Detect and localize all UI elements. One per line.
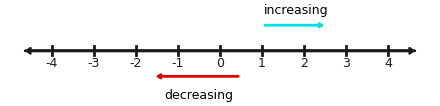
Text: -2: -2 bbox=[130, 57, 142, 70]
Text: decreasing: decreasing bbox=[165, 89, 234, 102]
Text: 3: 3 bbox=[342, 57, 350, 70]
Text: 2: 2 bbox=[300, 57, 308, 70]
Text: -1: -1 bbox=[172, 57, 184, 70]
Text: 4: 4 bbox=[384, 57, 392, 70]
Text: 0: 0 bbox=[216, 57, 224, 70]
Text: 1: 1 bbox=[258, 57, 266, 70]
Text: increasing: increasing bbox=[264, 4, 329, 17]
Text: -4: -4 bbox=[46, 57, 58, 70]
Text: -3: -3 bbox=[88, 57, 100, 70]
